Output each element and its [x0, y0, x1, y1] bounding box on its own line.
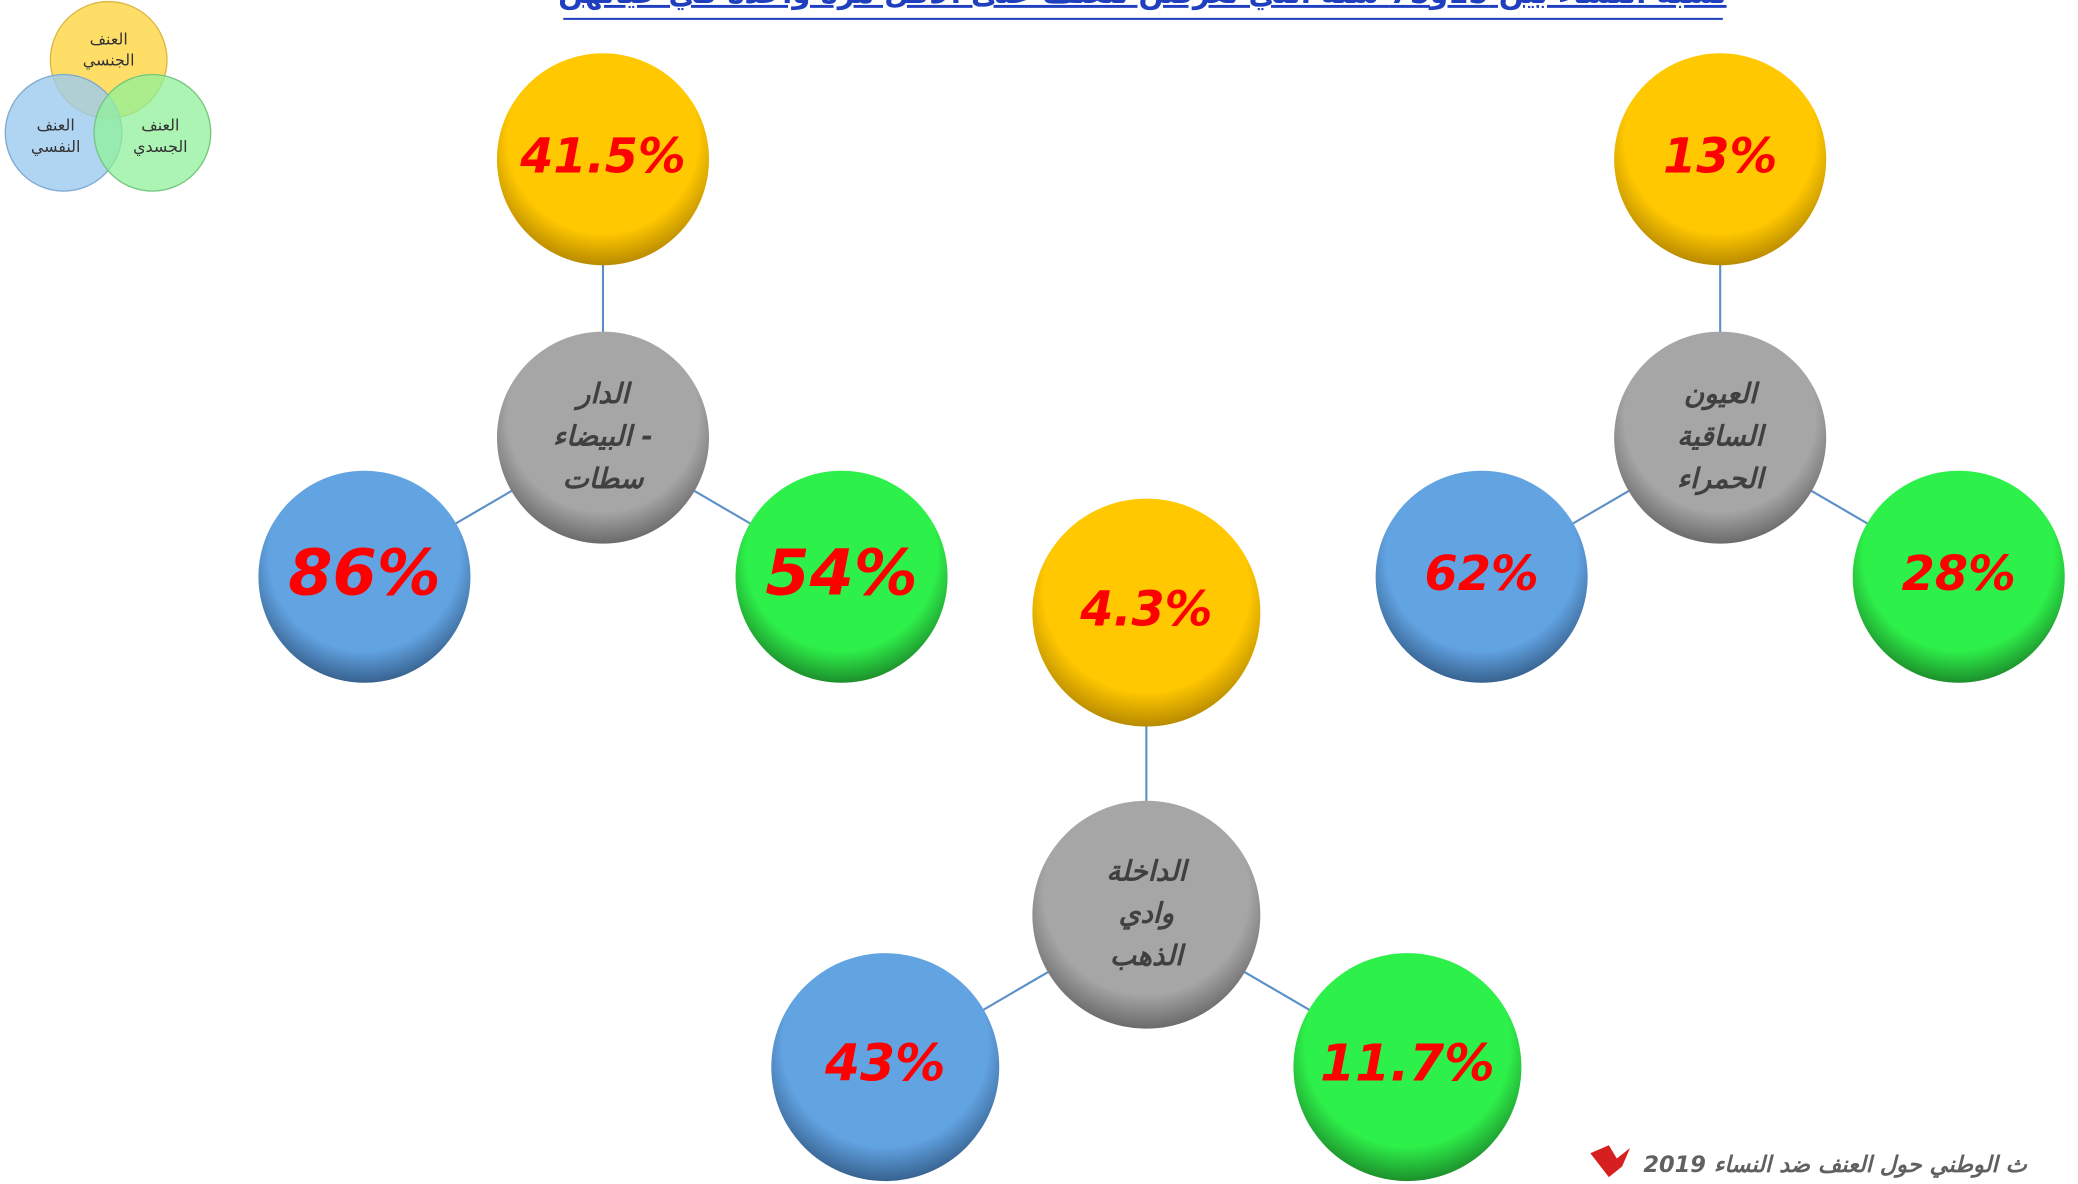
legend-label: العنف	[90, 30, 128, 49]
legend-label: الجسدي	[133, 137, 187, 157]
physical-circle	[735, 470, 948, 683]
legend-label: النفسي	[31, 137, 81, 157]
sexual-circle	[1032, 498, 1261, 727]
physical-value: 54%	[765, 536, 917, 610]
physical-value: 11.7%	[1320, 1034, 1495, 1093]
legend-label: الجنسي	[83, 51, 135, 71]
sexual-circle	[496, 53, 710, 266]
sexual-value: 4.3%	[1079, 583, 1212, 638]
region-name: الحمراء	[1677, 462, 1768, 496]
sexual-value: 13%	[1663, 129, 1777, 184]
region-name: سطات	[563, 462, 646, 495]
physical-circle	[1293, 953, 1522, 1182]
footer-logo	[1590, 1145, 1631, 1178]
region-circle	[1614, 331, 1827, 544]
region-name: وادي	[1119, 897, 1174, 931]
legend-physical	[93, 73, 212, 192]
legend-label: العنف	[37, 116, 75, 135]
psychological-circle	[771, 953, 1000, 1182]
footer: ث الوطني حول العنف ضد النساء 2019	[1643, 1152, 2027, 1178]
legend-label: العنف	[141, 116, 179, 135]
region-name: الذهب	[1110, 939, 1187, 972]
psychological-value: 62%	[1425, 547, 1539, 602]
region-name: الدار	[573, 377, 633, 411]
sexual-circle	[1614, 53, 1827, 266]
region-name: العيون	[1684, 377, 1761, 411]
region-name: الساقية	[1677, 420, 1767, 453]
sexual-value: 41.5%	[519, 129, 685, 184]
title: نسبة النساء بين 15و75 سنة التي تعرضن للع…	[558, 0, 1726, 11]
psychological-value: 43%	[824, 1034, 946, 1093]
psychological-circle	[258, 470, 471, 683]
psychological-value: 86%	[288, 536, 440, 610]
region-circle	[1032, 800, 1261, 1029]
region-name: الداخلة	[1106, 854, 1190, 887]
region-circle	[496, 331, 710, 544]
physical-circle	[1852, 470, 2065, 683]
physical-value: 28%	[1902, 547, 2016, 602]
psychological-circle	[1375, 470, 1588, 683]
region-name: البيضاء -	[553, 420, 653, 453]
